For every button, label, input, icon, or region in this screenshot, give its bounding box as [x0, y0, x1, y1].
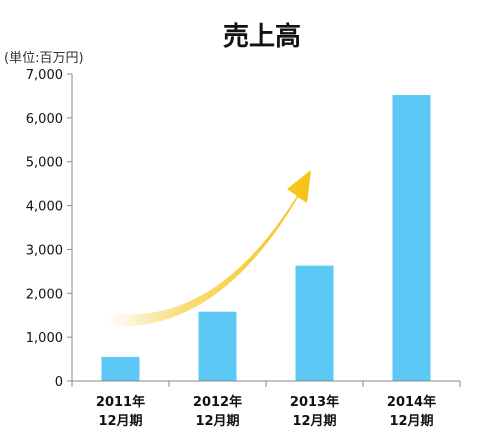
growth-arrow — [108, 170, 311, 327]
y-tick-label: 3,000 — [26, 243, 63, 258]
x-axis-labels: 2011年 12月期 2012年 12月期 2013年 12月期 2014年 12月期 — [71, 381, 461, 429]
bar-1 — [101, 356, 140, 381]
y-axis-ticks: 0 1,000 2,000 3,000 4,000 5,000 6,000 7,000 — [26, 68, 72, 390]
x-category-label-year: 2012年 — [193, 394, 242, 410]
y-tick-label: 4,000 — [26, 200, 63, 215]
x-category-label-year: 2014年 — [387, 394, 436, 410]
bar-4 — [392, 95, 431, 382]
y-tick-label: 0 — [55, 375, 63, 390]
x-category-label-period: 12月期 — [292, 414, 336, 429]
x-category-label-period: 12月期 — [389, 414, 433, 429]
y-tick-label: 5,000 — [26, 156, 63, 171]
unit-label: (単位:百万円) — [4, 50, 84, 66]
y-tick-label: 2,000 — [26, 287, 63, 302]
chart-title: 売上高 — [223, 21, 301, 52]
y-tick-label: 1,000 — [26, 331, 63, 346]
y-tick-label: 7,000 — [26, 68, 63, 83]
x-category-label-year: 2013年 — [290, 394, 339, 410]
y-tick-label: 6,000 — [26, 112, 63, 127]
x-category-label-period: 12月期 — [98, 414, 142, 429]
bar-2 — [198, 311, 237, 381]
bars — [101, 95, 431, 382]
x-category-label-period: 12月期 — [195, 414, 239, 429]
bar-3 — [295, 265, 334, 381]
x-category-label-year: 2011年 — [96, 394, 145, 410]
